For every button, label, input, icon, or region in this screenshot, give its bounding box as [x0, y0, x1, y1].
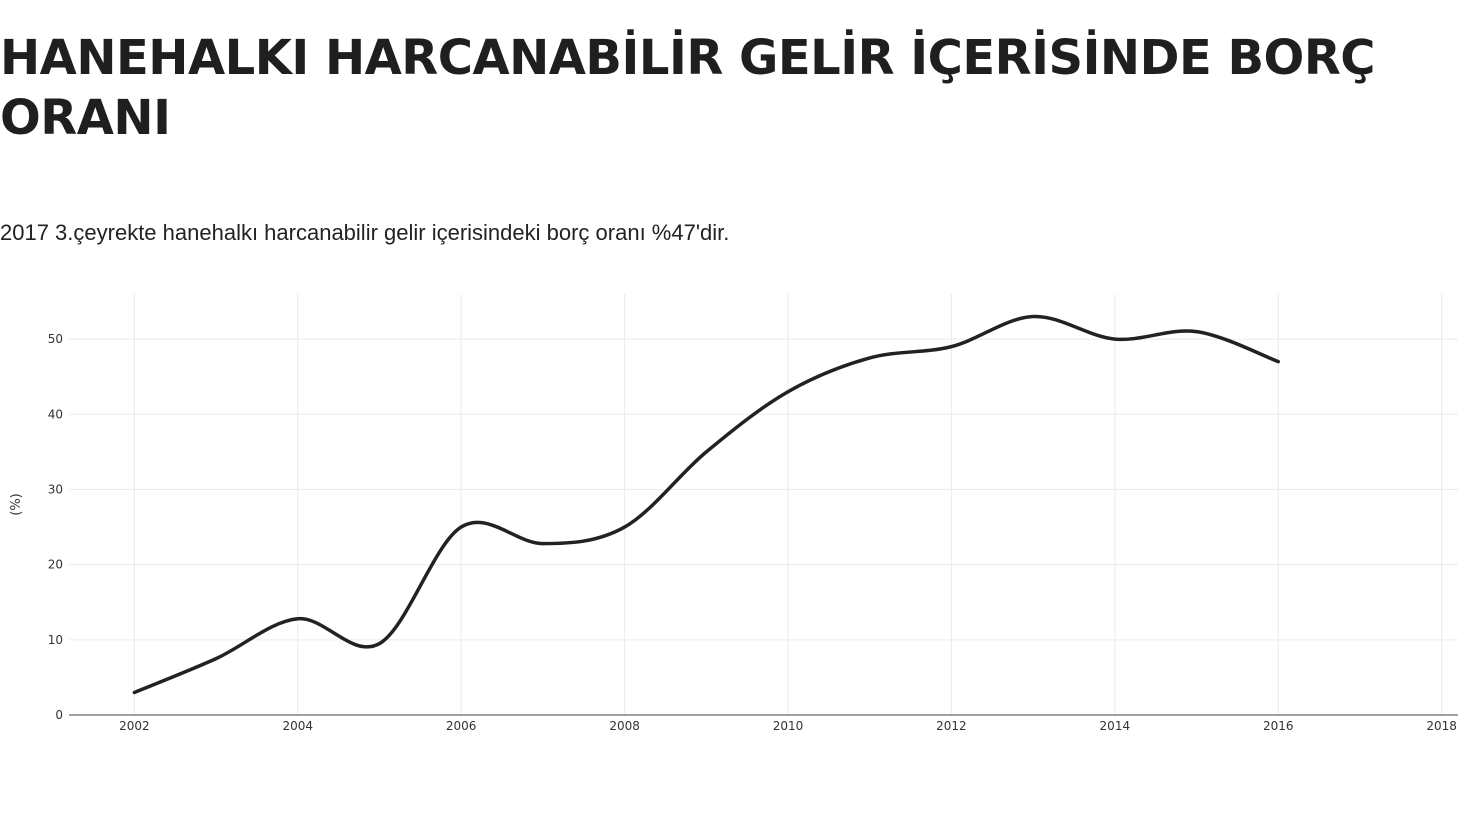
- grid-layer: [69, 294, 1458, 715]
- data-point[interactable]: [1029, 313, 1037, 321]
- data-point[interactable]: [1193, 328, 1201, 336]
- y-tick-label: 20: [48, 558, 63, 572]
- x-tick-label: 2014: [1100, 719, 1131, 733]
- data-point[interactable]: [130, 688, 138, 696]
- x-tick-label: 2002: [119, 719, 150, 733]
- x-tick-label: 2016: [1263, 719, 1294, 733]
- y-tick-label: 0: [55, 708, 63, 722]
- series-layer: [130, 313, 1282, 696]
- chart-subtitle: 2017 3.çeyrekte hanehalkı harcanabilir g…: [0, 220, 730, 245]
- x-tick-label: 2006: [446, 719, 477, 733]
- y-tick-label: 10: [48, 633, 63, 647]
- data-point[interactable]: [1111, 335, 1119, 343]
- data-point[interactable]: [294, 615, 302, 623]
- data-point[interactable]: [1274, 358, 1282, 366]
- data-point[interactable]: [784, 388, 792, 396]
- x-tick-label: 2010: [773, 719, 804, 733]
- data-point[interactable]: [375, 640, 383, 648]
- y-tick-label: 30: [48, 482, 63, 496]
- data-point[interactable]: [702, 448, 710, 456]
- data-point[interactable]: [621, 523, 629, 531]
- x-tick-label: 2012: [936, 719, 967, 733]
- data-point[interactable]: [457, 523, 465, 531]
- data-point[interactable]: [947, 343, 955, 351]
- x-tick-label: 2004: [283, 719, 314, 733]
- page-title: HANEHALKI HARCANABİLİR GELİR İÇERİSİNDE …: [0, 30, 1376, 146]
- y-axis-title: (%): [9, 493, 24, 516]
- data-point[interactable]: [212, 655, 220, 663]
- data-point[interactable]: [539, 540, 547, 548]
- y-tick-label: 50: [48, 332, 63, 346]
- axis-layer: 2002 2004 2006 2008 2010 2012 2014 2016 2018 0 10 2…: [48, 332, 1458, 733]
- x-tick-label: 2008: [609, 719, 640, 733]
- series-line: [132, 314, 1280, 695]
- y-tick-label: 40: [48, 407, 63, 421]
- line-chart: 2002 2004 2006 2008 2010 2012 2014 2016 2018 0 10 2…: [9, 294, 1458, 733]
- x-tick-label: 2018: [1426, 719, 1457, 733]
- data-point[interactable]: [866, 354, 874, 362]
